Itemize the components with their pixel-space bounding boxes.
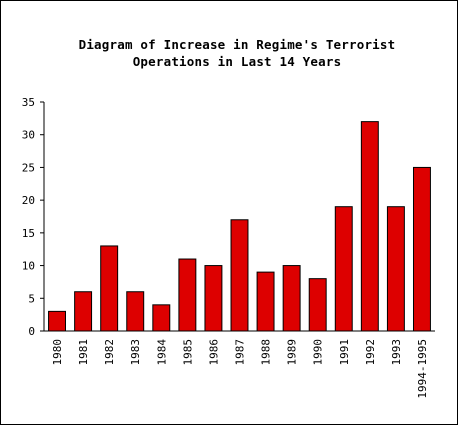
y-tick-label: 0 <box>28 325 35 338</box>
x-tick-label: 1980 <box>51 339 64 366</box>
bar-1991 <box>334 206 353 332</box>
x-tick-label: 1990 <box>312 339 325 366</box>
y-tick-label: 15 <box>22 227 35 240</box>
x-tick-label: 1981 <box>77 339 90 366</box>
bar-1986 <box>204 265 223 332</box>
x-tick-label: 1986 <box>207 339 220 366</box>
x-tick-label: 1993 <box>390 339 403 366</box>
x-tick-label: 1983 <box>129 339 142 366</box>
bar-1987 <box>230 219 249 332</box>
x-tick-label: 1991 <box>338 339 351 366</box>
x-tick-label: 1985 <box>181 339 194 366</box>
bar-1989 <box>282 265 301 332</box>
chart-title-line-2: Operations in Last 14 Years <box>133 54 342 69</box>
x-tick-label: 1987 <box>234 339 247 366</box>
y-tick-label: 25 <box>22 161 35 174</box>
bars <box>48 121 431 332</box>
y-tick-label: 10 <box>22 260 35 273</box>
bar-1985 <box>178 258 197 332</box>
y-tick-label: 5 <box>28 292 35 305</box>
x-axis: 1980 1981 1982 1983 1984 1985 1986 1987 1988 1989… <box>44 330 435 399</box>
bar-1982 <box>100 245 119 332</box>
bar-1994-1995 <box>412 166 431 332</box>
x-tick-label: 1982 <box>103 339 116 366</box>
chart-title-line-1: Diagram of Increase in Regime's Terroris… <box>79 37 396 52</box>
bar-1983 <box>126 291 145 332</box>
x-tick-label: 1992 <box>364 339 377 366</box>
bar-1980 <box>48 310 67 332</box>
bar-1988 <box>256 271 275 332</box>
bar-1992 <box>360 121 379 332</box>
bar-1984 <box>152 304 171 332</box>
y-tick-label: 30 <box>22 129 35 142</box>
x-tick-label: 1984 <box>155 339 168 366</box>
y-axis: 0 5 10 15 20 25 30 35 <box>22 96 45 338</box>
bar-1993 <box>386 206 405 332</box>
x-tick-label: 1988 <box>260 339 273 366</box>
x-tick-label: 1994-1995 <box>416 339 429 399</box>
y-tick-label: 35 <box>22 96 35 109</box>
y-tick-label: 20 <box>22 194 35 207</box>
x-tick-label: 1989 <box>286 339 299 366</box>
bar-1981 <box>74 291 93 332</box>
bar-1990 <box>308 278 327 332</box>
